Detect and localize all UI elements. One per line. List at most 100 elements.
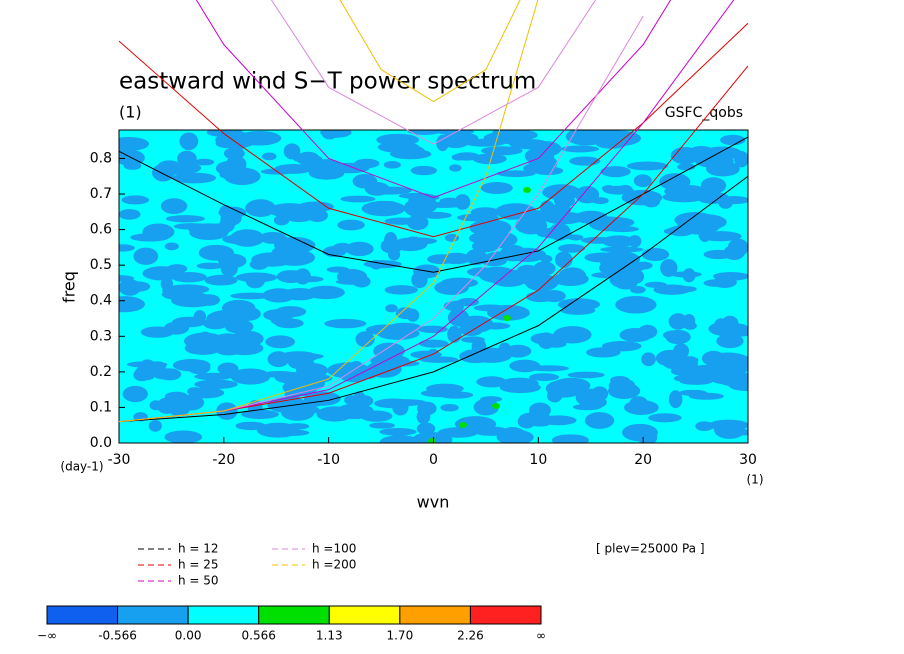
field-patch [702,146,743,160]
field-patch [216,402,238,420]
field-patch [193,310,207,324]
field-patch [160,198,188,214]
field-patch [267,397,309,413]
colorbar-cell [258,605,330,625]
field-patch [708,419,748,431]
field-patch [197,331,213,349]
field-patch [530,332,559,345]
field-patch [340,195,376,203]
field-patch [516,264,539,279]
field-patch [683,321,697,330]
field-patch [673,343,690,359]
y-tick-label: 0.5 [90,257,112,273]
field-patch [119,244,135,252]
field-patch [584,252,621,263]
field-patch [189,225,229,241]
field-patch [607,382,641,400]
field-patch [133,247,159,265]
field-patch [447,325,462,343]
x-unit: (1) [747,473,764,487]
field-patch [188,387,225,399]
y-tick-label: 0.3 [90,328,112,344]
field-patch [420,389,457,398]
field-patch [160,277,174,291]
field-spot [459,422,467,428]
field-patch [444,233,460,242]
field-patch [600,166,631,178]
x-tick-label: 20 [634,452,652,468]
field-patch [279,351,319,363]
field-patch [628,235,642,248]
field-patch [470,207,501,218]
field-patch [520,275,564,287]
field-patch [551,434,589,443]
field-patch [568,134,593,142]
field-patch [597,130,642,146]
field-patch [700,367,715,382]
field-patch [627,261,648,271]
field-patch [336,403,374,420]
field-patch [321,130,338,140]
field-patch [457,297,480,307]
y-tick-label: 0.6 [90,222,112,238]
field-patch [354,395,374,407]
field-patch [472,153,507,165]
field-patch [286,423,310,430]
field-patch [122,385,148,403]
field-patch [626,161,669,171]
field-patch [416,401,437,416]
field-patch [148,361,167,371]
field-patch [230,292,272,300]
field-patch [668,313,688,330]
field-patch [663,228,680,235]
field-patch [673,374,700,383]
field-patch [164,391,189,402]
field-patch [119,279,142,296]
colorbar-label: 1.13 [316,629,343,643]
dispersion-curve [118,175,749,423]
field-patch [148,419,162,432]
field-patch [345,241,374,257]
field-patch [558,244,586,253]
field-patch [699,231,742,242]
field-patch [653,284,691,295]
field-patch [588,216,627,232]
field-patch [361,200,406,217]
field-patch [668,390,683,409]
field-patch [660,259,678,277]
field-patch [547,388,563,403]
chart-title: eastward wind S−T power spectrum [119,69,536,95]
field-spot [523,187,531,193]
field-patch [412,194,440,201]
colorbar-cell [46,605,119,625]
field-patch [727,238,748,257]
field-patch [581,236,615,244]
field-patch [245,273,265,289]
field-patch [721,315,739,331]
colorbar-label: -0.566 [98,629,137,643]
field-patch [230,330,264,347]
field-patch [230,368,271,385]
field-patch [665,329,691,345]
field-patch [194,379,238,389]
field-patch [479,231,518,249]
field-patch [164,242,179,251]
field-patch [326,266,350,273]
field-patch [184,341,222,355]
field-patch [615,295,657,314]
x-axis-label: wvn [417,493,450,512]
field-patch [447,309,470,327]
field-patch [683,214,727,231]
field-patch [275,429,310,437]
field-patch [456,133,479,144]
field-patch [648,413,682,423]
x-tick-label: 0 [429,452,438,468]
y-tick-label: 0.2 [90,364,112,380]
field-patch [406,130,443,135]
field-patch [670,365,710,377]
field-patch [259,231,287,244]
x-tick-label: 10 [529,452,547,468]
annotation: [ plev=25000 Pa ] [596,542,705,556]
field-patch [481,146,523,156]
field-patch [554,251,573,268]
